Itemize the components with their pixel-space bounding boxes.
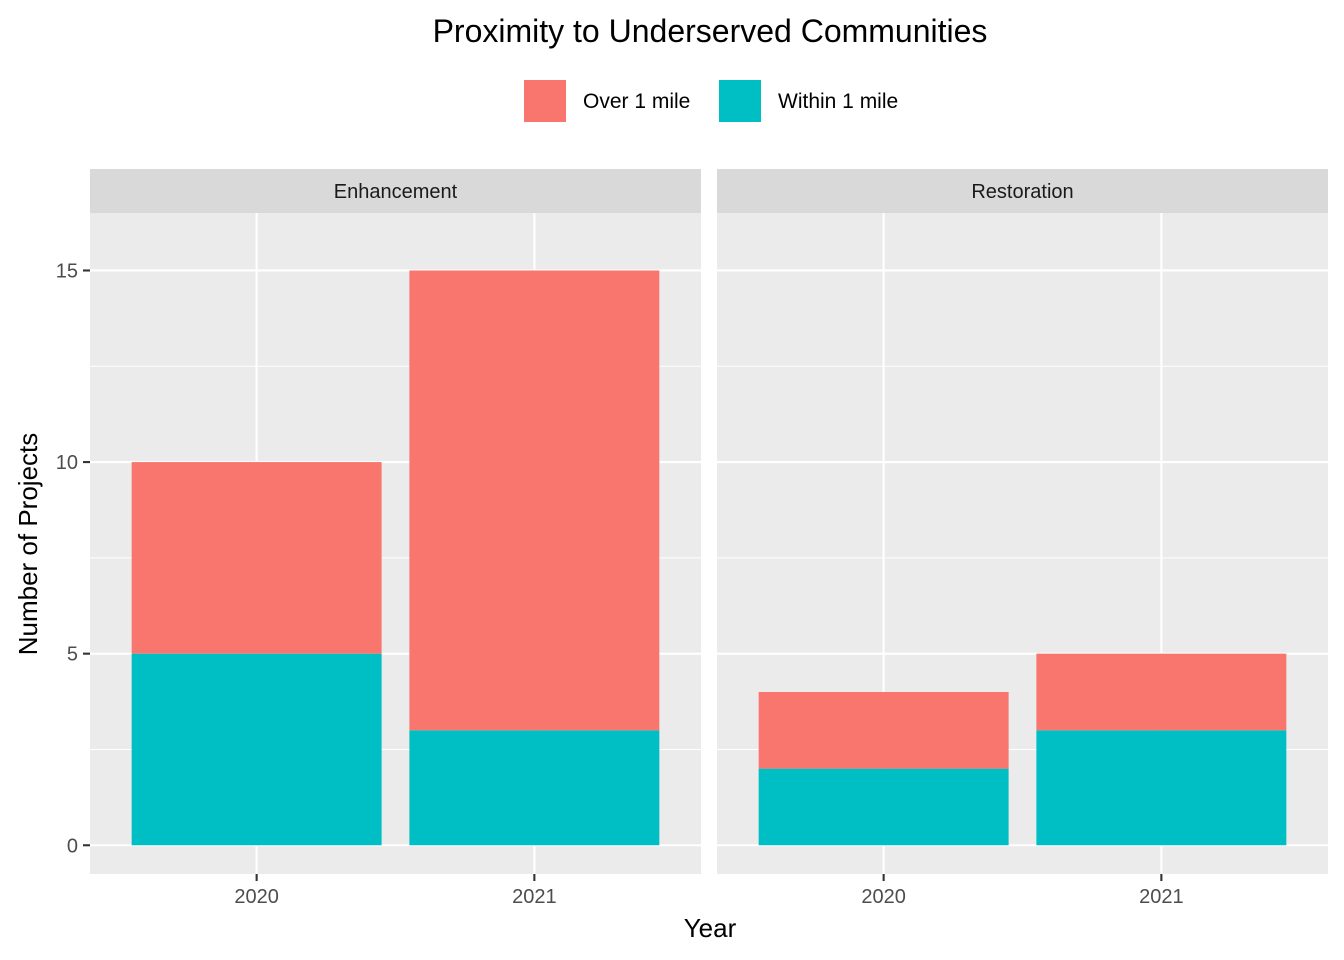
facet-strip-label: Restoration — [971, 181, 1073, 203]
bar-enhancement-2021-within-1-mile — [409, 730, 660, 846]
y-tick-label: 5 — [67, 644, 78, 666]
legend-label-within-1-mile: Within 1 mile — [778, 90, 898, 113]
y-axis-title: Number of Projects — [13, 433, 43, 656]
bar-restoration-2020-over-1-mile — [758, 691, 1009, 769]
x-tick-label: 2021 — [512, 886, 557, 908]
x-axis-title: Year — [684, 913, 737, 943]
facet-strip-label: Enhancement — [334, 181, 458, 203]
bar-enhancement-2020-within-1-mile — [131, 653, 382, 846]
panel-enhancement: Enhancement 2020 2021 — [90, 169, 701, 908]
bar-restoration-2021-within-1-mile — [1036, 730, 1287, 846]
chart-title: Proximity to Underserved Communities — [433, 13, 988, 49]
legend-label-over-1-mile: Over 1 mile — [583, 90, 690, 113]
panel-restoration: Restoration 2020 2021 — [717, 169, 1328, 908]
x-tick-label: 2020 — [861, 886, 906, 908]
facet-strip — [90, 169, 701, 213]
bar-enhancement-2020-over-1-mile — [131, 462, 382, 654]
legend-swatch-over-1-mile — [524, 80, 566, 122]
legend-swatch-within-1-mile — [719, 80, 761, 122]
bar-enhancement-2021-over-1-mile — [409, 270, 660, 731]
legend: Over 1 mile Within 1 mile — [524, 80, 898, 122]
y-tick-label: 0 — [67, 835, 78, 857]
bar-restoration-2020-within-1-mile — [758, 768, 1009, 846]
facet-panels: Enhancement 2020 2021 Restoration 2020 2021 — [90, 169, 1328, 908]
facet-strip — [717, 169, 1328, 213]
y-tick-label: 15 — [56, 260, 78, 282]
bar-restoration-2021-over-1-mile — [1036, 653, 1287, 731]
y-axis: 0 5 10 15 — [56, 260, 90, 857]
x-tick-label: 2020 — [234, 886, 279, 908]
y-tick-label: 10 — [56, 452, 78, 474]
x-tick-label: 2021 — [1139, 886, 1184, 908]
